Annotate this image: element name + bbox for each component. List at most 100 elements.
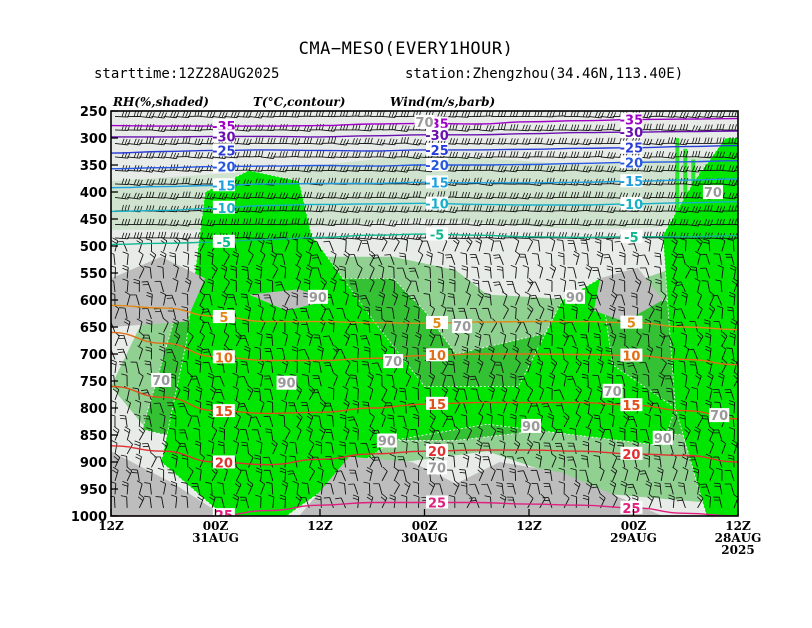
wind-barb — [224, 192, 240, 200]
wind-barb — [321, 204, 337, 212]
wind-barb — [316, 480, 324, 495]
rh-label: 70 — [704, 186, 722, 201]
wind-barb — [187, 232, 203, 239]
wind-barb — [284, 111, 301, 118]
wind-barb — [647, 291, 654, 306]
wind-barb — [535, 372, 542, 387]
contour-label: -25 — [620, 142, 644, 157]
wind-barb — [136, 480, 143, 495]
wind-barb — [379, 277, 386, 293]
wind-barb — [235, 412, 241, 428]
wind-barb — [655, 278, 662, 292]
wind-barb — [217, 441, 225, 454]
rh-label: 70 — [415, 116, 433, 131]
wind-barb — [506, 280, 516, 293]
wind-barb — [227, 294, 237, 306]
wind-barb — [474, 332, 482, 346]
wind-barb — [180, 495, 189, 508]
wind-barb — [503, 124, 519, 131]
rh-streak — [699, 170, 704, 291]
wind-barb — [644, 413, 651, 427]
wind-barb — [292, 480, 299, 495]
rh-label: 70 — [152, 374, 170, 389]
wind-barb — [270, 250, 277, 266]
wind-barb — [333, 206, 350, 214]
wind-barb — [448, 265, 456, 279]
y-tick-label: 550 — [80, 267, 107, 282]
wind-barb — [257, 304, 264, 320]
wind-barb — [381, 237, 388, 252]
wind-barb — [646, 345, 654, 360]
wind-barb — [122, 481, 129, 495]
wind-barb — [201, 308, 213, 320]
wind-barb — [638, 254, 650, 266]
wind-barb — [325, 442, 334, 454]
wind-barb — [199, 277, 206, 293]
wind-barb — [306, 331, 313, 347]
wind-barb — [286, 470, 298, 482]
wind-barb — [556, 239, 565, 252]
wind-barb — [357, 304, 363, 320]
wind-barb — [503, 205, 519, 213]
wind-barb — [580, 239, 589, 252]
wind-barb — [643, 454, 650, 468]
wind-barb — [332, 372, 339, 387]
wind-barb — [496, 482, 504, 495]
wind-barb — [632, 251, 639, 265]
wind-barb — [439, 291, 446, 306]
wind-barb — [626, 267, 638, 279]
wind-barb — [670, 264, 678, 279]
wind-barb — [712, 429, 723, 441]
wind-barb — [636, 218, 652, 226]
wind-barb — [700, 483, 711, 495]
wind-barb — [306, 412, 314, 428]
wind-barb — [132, 387, 140, 400]
wind-barb — [641, 387, 650, 400]
wind-barb — [497, 414, 504, 427]
wind-barb — [424, 278, 432, 292]
wind-barb — [381, 192, 398, 199]
wind-barb — [685, 137, 701, 144]
wind-barb — [236, 150, 252, 158]
wind-barb — [361, 240, 371, 252]
wind-barb — [126, 439, 133, 455]
wind-barb — [531, 253, 541, 265]
wind-barb — [502, 304, 509, 320]
wind-barb — [708, 439, 715, 455]
wind-barb — [248, 453, 254, 468]
wind-barb — [636, 138, 653, 146]
wind-barb — [661, 205, 677, 212]
rh-label: 70 — [453, 320, 471, 335]
wind-barb — [555, 442, 565, 455]
wind-barb — [368, 250, 376, 266]
wind-barb — [163, 192, 180, 200]
wind-barb — [685, 264, 692, 279]
wind-barb — [539, 219, 556, 227]
wind-barb — [246, 385, 254, 401]
wind-barb — [673, 206, 689, 213]
wind-barb — [297, 137, 313, 145]
wind-barb — [143, 415, 152, 427]
wind-barb — [199, 291, 206, 306]
wind-header: Wind(m/s,barb) — [390, 95, 495, 109]
wind-barb — [369, 412, 375, 428]
wind-barb — [576, 138, 592, 146]
wind-barb — [313, 415, 322, 427]
wind-barb — [432, 429, 444, 441]
wind-barb — [144, 401, 152, 414]
wind-barb — [706, 386, 713, 400]
wind-barb — [728, 292, 736, 306]
wind-barb — [127, 179, 143, 186]
wind-barb — [539, 111, 555, 118]
wind-barb — [709, 151, 725, 158]
wind-barb — [592, 374, 601, 387]
wind-barb — [264, 388, 274, 401]
wind-barb — [163, 232, 179, 239]
wind-barb — [393, 480, 400, 495]
rh-region — [160, 169, 676, 516]
wind-barb — [402, 359, 409, 373]
wind-barb — [374, 334, 383, 346]
wind-barb — [238, 402, 249, 414]
wind-barb — [685, 150, 701, 158]
wind-barb — [720, 439, 727, 455]
